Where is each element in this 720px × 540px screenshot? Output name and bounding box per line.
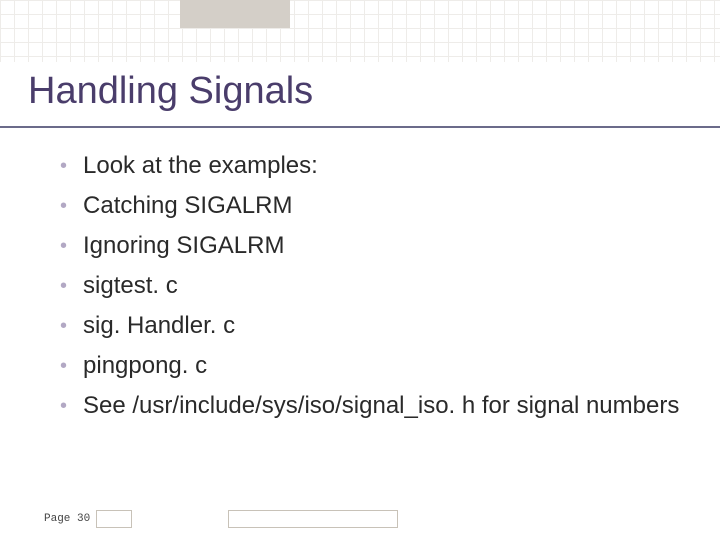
slide-footer: Page 30	[44, 510, 398, 528]
list-item: • Ignoring SIGALRM	[60, 230, 690, 262]
bullet-text: Look at the examples:	[83, 150, 318, 182]
list-item: • See /usr/include/sys/iso/signal_iso. h…	[60, 390, 690, 422]
bullet-text: pingpong. c	[83, 350, 207, 382]
list-item: • sigtest. c	[60, 270, 690, 302]
header-grid-pattern	[0, 0, 720, 62]
bullet-icon: •	[60, 230, 67, 262]
header-tab-decoration	[180, 0, 290, 28]
bullet-text: Ignoring SIGALRM	[83, 230, 284, 262]
bullet-icon: •	[60, 350, 67, 382]
list-item: • Look at the examples:	[60, 150, 690, 182]
page-number: Page 30	[44, 513, 90, 525]
bullet-text: sigtest. c	[83, 270, 178, 302]
footer-placeholder-large	[228, 510, 398, 528]
bullet-text: sig. Handler. c	[83, 310, 235, 342]
list-item: • sig. Handler. c	[60, 310, 690, 342]
bullet-icon: •	[60, 190, 67, 222]
bullet-icon: •	[60, 150, 67, 182]
title-underline	[0, 126, 720, 128]
list-item: • Catching SIGALRM	[60, 190, 690, 222]
list-item: • pingpong. c	[60, 350, 690, 382]
bullet-text: See /usr/include/sys/iso/signal_iso. h f…	[83, 390, 679, 422]
bullet-list: • Look at the examples: • Catching SIGAL…	[60, 150, 690, 430]
footer-placeholder-small	[96, 510, 132, 528]
bullet-icon: •	[60, 310, 67, 342]
bullet-text: Catching SIGALRM	[83, 190, 292, 222]
bullet-icon: •	[60, 390, 67, 422]
slide-title: Handling Signals	[28, 70, 313, 113]
bullet-icon: •	[60, 270, 67, 302]
